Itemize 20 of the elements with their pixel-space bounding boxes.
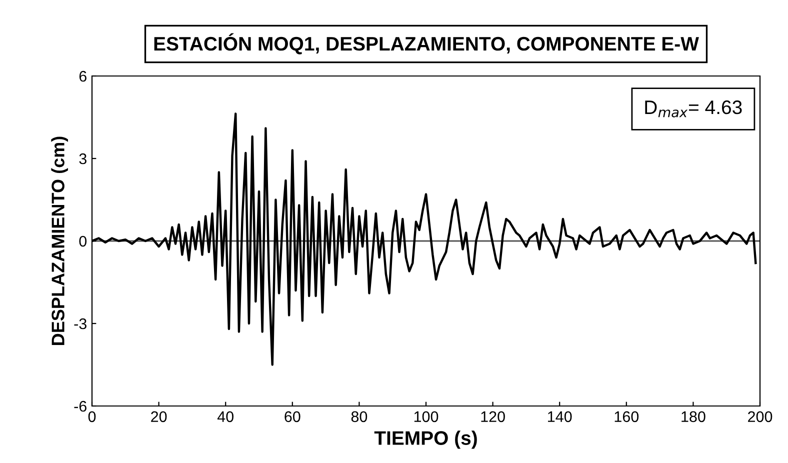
x-tick-label: 160 — [614, 411, 639, 422]
y-tick-label: -3 — [74, 318, 86, 330]
x-tick-label: 100 — [414, 411, 438, 422]
annotation: D$_{max}$= 4.63 — [645, 100, 742, 118]
x-tick-label: 20 — [151, 411, 167, 422]
x-tick-label: 180 — [682, 411, 706, 422]
y-tick-label: 3 — [79, 153, 86, 164]
x-tick-label: 80 — [351, 411, 368, 422]
x-tick-label: 40 — [217, 411, 234, 422]
x-tick-label: 0 — [88, 411, 96, 422]
x-tick-label: 140 — [548, 411, 572, 422]
y-tick-label: 6 — [79, 70, 86, 82]
x-axis-title: TIEMPO (s) — [374, 430, 477, 449]
chart-title: ESTACIÓN MOQ1, DESPLAZAMIENTO, COMPONENTE E-W — [154, 33, 699, 54]
x-tick-label: 120 — [481, 411, 505, 422]
x-tick-label: 200 — [748, 411, 772, 422]
y-tick-label: 0 — [79, 236, 87, 247]
y-axis-title: DESPLAZAMIENTO (cm) — [51, 136, 68, 345]
x-tick-label: 60 — [284, 411, 300, 422]
y-tick-label: -6 — [74, 400, 86, 412]
